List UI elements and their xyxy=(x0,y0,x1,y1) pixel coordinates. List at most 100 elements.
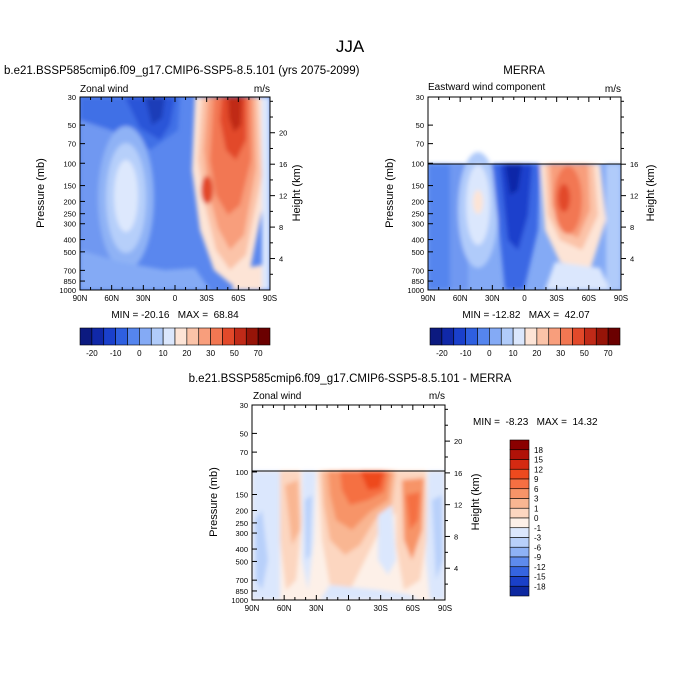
colorbar-swatch xyxy=(210,327,223,346)
colorbar-label: 50 xyxy=(580,349,589,358)
colorbar-label: 10 xyxy=(159,349,168,358)
colorbar-swatch xyxy=(198,327,211,346)
colorbar-label: -18 xyxy=(534,582,546,591)
panel-merra: MERRA Eastward wind component m/s xyxy=(384,65,657,358)
y-tick-label: 70 xyxy=(240,448,248,457)
colorbar-swatch xyxy=(174,327,188,346)
colorbar-swatch xyxy=(441,327,455,346)
y-tick-label: 1000 xyxy=(407,286,424,295)
colorbar-swatch xyxy=(509,537,530,548)
colorbar-swatch xyxy=(477,327,490,346)
colorbar-swatch xyxy=(186,327,200,346)
panel-diff-ylabel: Pressure (mb) xyxy=(208,467,220,537)
panel-model: b.e21.BSSP585cmip6.f09_g17.CMIP6-SSP5-8.… xyxy=(4,65,360,358)
y-tick-label: 500 xyxy=(411,248,424,257)
colorbar-label: -1 xyxy=(534,524,542,533)
colorbar-swatch xyxy=(245,327,259,346)
height-tick-label: 4 xyxy=(279,255,283,264)
colorbar-swatch xyxy=(150,327,164,346)
colorbar-swatch xyxy=(453,327,466,346)
y-tick-label: 200 xyxy=(63,197,76,206)
x-tick-label: 30N xyxy=(309,604,324,613)
y-tick-label: 250 xyxy=(63,210,76,219)
colorbar-swatch xyxy=(607,327,621,346)
y-tick-label: 400 xyxy=(411,236,424,245)
height-tick-label: 4 xyxy=(630,255,634,264)
height-tick-label: 8 xyxy=(279,223,283,232)
colorbar-label: 1 xyxy=(534,504,539,513)
y-tick-label: 100 xyxy=(235,468,248,477)
x-tick-label: 60S xyxy=(582,294,596,303)
colorbar-swatch xyxy=(509,488,530,499)
height-tick-label: 8 xyxy=(630,223,634,232)
colorbar-label: 10 xyxy=(509,349,518,358)
x-tick-label: 90S xyxy=(438,604,452,613)
x-tick-label: 30S xyxy=(550,294,564,303)
x-tick-label: 0 xyxy=(522,294,527,303)
y-tick-label: 400 xyxy=(63,236,76,245)
y-tick-label: 400 xyxy=(235,545,248,554)
colorbar-swatch xyxy=(548,327,561,346)
colorbar-label: 0 xyxy=(487,349,492,358)
colorbar-swatch xyxy=(465,327,478,346)
colorbar-swatch xyxy=(509,439,530,451)
y-tick-label: 50 xyxy=(416,121,424,130)
x-tick-label: 90S xyxy=(614,294,628,303)
y-tick-label: 850 xyxy=(411,277,424,286)
panel-diff-ylabel-right: Height (km) xyxy=(470,474,482,531)
height-tick-label: 4 xyxy=(454,564,458,573)
colorbar-label: -12 xyxy=(534,563,546,572)
colorbar-swatch xyxy=(524,327,538,346)
x-tick-label: 60N xyxy=(453,294,468,303)
x-tick-label: 90S xyxy=(263,294,277,303)
panel-diff-title: b.e21.BSSP585cmip6.f09_g17.CMIP6-SSP5-8.… xyxy=(189,373,512,385)
colorbar-swatch xyxy=(162,327,176,346)
x-tick-label: 90N xyxy=(421,294,436,303)
y-tick-label: 1000 xyxy=(231,596,248,605)
colorbar-label: 6 xyxy=(534,485,539,494)
height-tick-label: 16 xyxy=(630,160,638,169)
height-tick-label: 12 xyxy=(454,501,462,510)
y-tick-label: 700 xyxy=(411,266,424,275)
x-tick-label: 60S xyxy=(406,604,420,613)
colorbar-label: -6 xyxy=(534,543,542,552)
colorbar-swatch xyxy=(536,327,550,346)
colorbar-swatch xyxy=(509,527,530,538)
colorbar-label: 9 xyxy=(534,475,539,484)
colorbar-swatch xyxy=(509,585,530,597)
colorbar-swatch xyxy=(509,507,530,519)
y-tick-label: 850 xyxy=(235,587,248,596)
height-tick-label: 16 xyxy=(279,160,287,169)
colorbar-swatch xyxy=(512,327,526,346)
colorbar-swatch xyxy=(91,327,105,346)
colorbar-swatch xyxy=(560,327,573,346)
y-tick-label: 700 xyxy=(235,576,248,585)
panel-model-ylabel-right: Height (km) xyxy=(291,165,303,222)
panel-merra-title: MERRA xyxy=(503,65,545,77)
colorbar-label: -10 xyxy=(460,349,472,358)
colorbar-label: -20 xyxy=(86,349,98,358)
colorbar-label: -3 xyxy=(534,534,542,543)
colorbar-label: 0 xyxy=(137,349,142,358)
colorbar-label: 30 xyxy=(556,349,565,358)
colorbar-label: 20 xyxy=(532,349,541,358)
colorbar-swatch xyxy=(509,468,530,480)
panel-diff-subtitle-left: Zonal wind xyxy=(253,391,301,402)
colorbar-swatch xyxy=(509,556,530,568)
colorbar-swatch xyxy=(103,327,116,346)
height-tick-label: 20 xyxy=(454,437,462,446)
y-tick-label: 150 xyxy=(411,182,424,191)
colorbar-swatch xyxy=(595,327,609,346)
panel-merra-ylabel: Pressure (mb) xyxy=(384,158,396,228)
x-tick-label: 30S xyxy=(374,604,388,613)
height-tick-label: 12 xyxy=(279,192,287,201)
colorbar-swatch xyxy=(572,327,585,346)
colorbar-label: 3 xyxy=(534,495,539,504)
panel-model-subtitle-right: m/s xyxy=(254,84,270,95)
colorbar-label: 0 xyxy=(534,514,539,523)
height-tick-label: 20 xyxy=(279,129,287,138)
y-tick-label: 850 xyxy=(63,277,76,286)
height-tick-label: 12 xyxy=(630,192,638,201)
colorbar-label: -15 xyxy=(534,573,546,582)
